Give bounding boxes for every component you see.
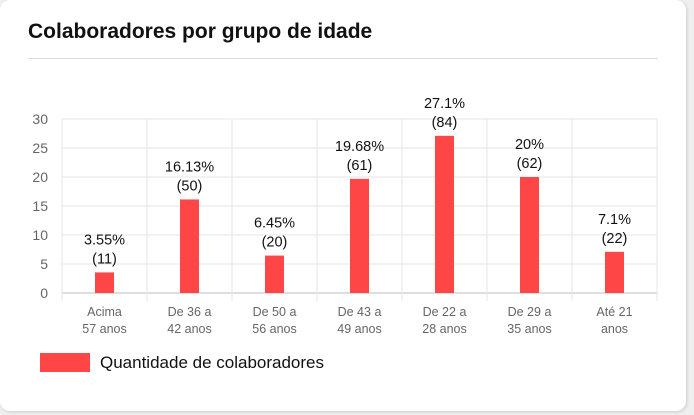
- data-label-count: (50): [177, 178, 203, 194]
- x-tick-label: Acima: [87, 305, 122, 319]
- data-label-percent: 6.45%: [254, 216, 295, 232]
- bar: [520, 177, 539, 293]
- y-tick-label: 10: [32, 227, 48, 243]
- x-tick-label: 35 anos: [507, 322, 551, 336]
- x-tick-label: 56 anos: [252, 322, 296, 336]
- y-tick-label: 5: [40, 256, 48, 272]
- data-label-count: (20): [262, 235, 288, 251]
- y-tick-label: 15: [32, 198, 48, 214]
- bar-chart: 0 5 10 15 20 25 30 3.55% (11) Acima 57 anos 16.13% (…: [32, 96, 658, 372]
- y-tick-label: 30: [32, 111, 48, 127]
- x-tick-label: De 50 a: [253, 305, 297, 319]
- data-label-count: (22): [602, 231, 628, 247]
- data-label-percent: 19.68%: [335, 139, 384, 155]
- data-label-percent: 3.55%: [84, 232, 125, 248]
- data-label-percent: 20%: [515, 137, 544, 153]
- x-tick-label: anos: [601, 322, 628, 336]
- data-label-count: (61): [347, 158, 373, 174]
- x-tick-label: 42 anos: [167, 322, 211, 336]
- bar: [265, 255, 284, 293]
- x-tick-label: De 22 a: [423, 305, 467, 319]
- x-tick-label: Até 21: [596, 305, 632, 319]
- legend-swatch: [40, 353, 90, 372]
- data-label-percent: 7.1%: [598, 212, 631, 228]
- bar: [180, 199, 199, 293]
- data-label-count: (11): [92, 251, 117, 267]
- data-label-count: (62): [517, 156, 543, 172]
- y-tick-label: 20: [32, 169, 48, 185]
- title-divider: [28, 58, 658, 59]
- x-tick-label: 28 anos: [422, 322, 466, 336]
- bar: [435, 135, 454, 293]
- y-tick-label: 0: [40, 285, 48, 301]
- chart-title: Colaboradores por grupo de idade: [28, 20, 373, 43]
- data-label-count: (84): [432, 115, 458, 131]
- data-label-percent: 16.13%: [165, 159, 214, 175]
- bar: [95, 272, 114, 293]
- x-tick-label: De 29 a: [508, 305, 552, 319]
- data-label-percent: 27.1%: [424, 96, 465, 112]
- x-tick-label: De 43 a: [338, 305, 382, 319]
- bar: [350, 178, 369, 293]
- x-tick-label: 57 anos: [82, 322, 126, 336]
- legend-label: Quantidade de colaboradores: [100, 353, 324, 372]
- chart-card: Colaboradores por grupo de idade 0 5 10 15 2…: [0, 0, 686, 411]
- x-tick-label: 49 anos: [337, 322, 381, 336]
- x-tick-label: De 36 a: [168, 305, 212, 319]
- y-tick-label: 25: [32, 140, 48, 156]
- bar: [605, 251, 624, 293]
